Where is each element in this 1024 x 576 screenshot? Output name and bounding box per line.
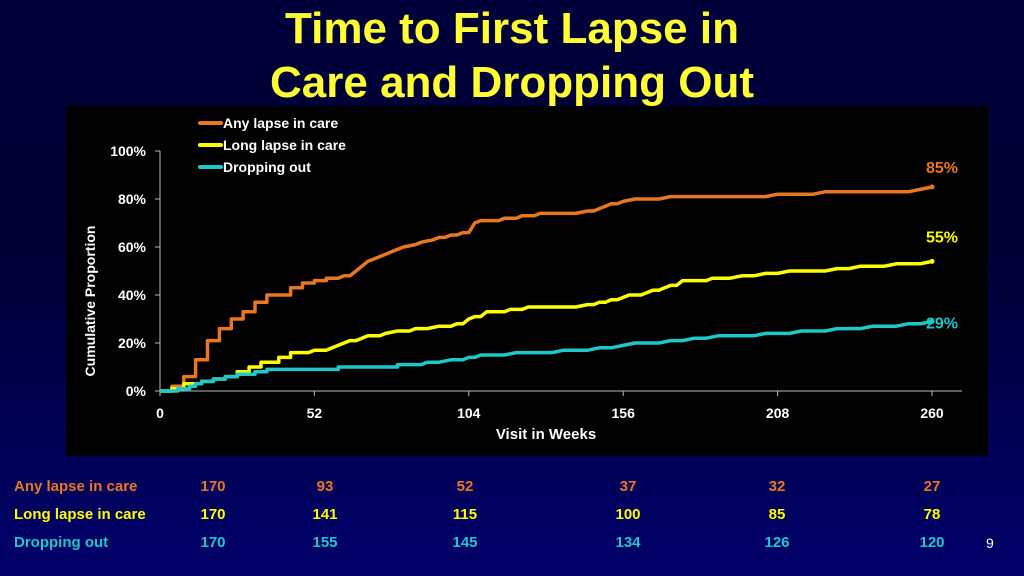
x-axis-label: Visit in Weeks [496, 426, 596, 443]
risk-table-cell: 170 [200, 478, 226, 495]
risk-table-cell: 141 [312, 506, 338, 523]
kaplan-meier-chart: 0% 20% 40% 60% 80% 100% 0 52 104 156 208 260 Visit i… [82, 115, 962, 443]
y-tick-label: 60% [118, 239, 147, 255]
risk-table-cell: 170 [200, 506, 226, 523]
risk-table-row: Any lapse in care 170 93 52 37 32 27 [0, 478, 1024, 502]
y-axis-label: Cumulative Proportion [82, 226, 98, 377]
risk-table-cell: 37 [619, 478, 637, 495]
risk-table-cell: 85 [768, 506, 786, 523]
risk-table-row: Long lapse in care 170 141 115 100 85 78 [0, 506, 1024, 530]
risk-table-cell: 100 [615, 506, 641, 523]
risk-table-cell: 52 [456, 478, 474, 495]
x-tick-label: 260 [920, 405, 944, 421]
legend-label-2: Dropping out [223, 159, 311, 175]
x-tick-label: 208 [766, 405, 790, 421]
x-tick-label: 104 [457, 405, 481, 421]
series-end-point-1 [929, 258, 935, 264]
y-tick-label: 40% [118, 287, 147, 303]
title-line-2: Care and Dropping Out [270, 58, 754, 107]
legend-label-0: Any lapse in care [223, 115, 338, 131]
risk-table: Any lapse in care 170 93 52 37 32 27 Long lapse… [0, 472, 1024, 562]
series-line-2 [160, 319, 933, 393]
x-tick-label: 0 [156, 405, 164, 421]
series-end-point-0 [929, 184, 935, 190]
series-end-label-0: 85% [926, 160, 958, 177]
y-tick-label: 20% [118, 335, 147, 351]
title-line-1: Time to First Lapse in [285, 4, 739, 53]
risk-table-row: Dropping out 170 155 145 134 126 120 [0, 534, 1024, 558]
series-end-label-2: 29% [926, 315, 958, 332]
x-tick-label: 52 [307, 405, 323, 421]
risk-table-row-label: Long lapse in care [14, 506, 146, 523]
risk-table-cell: 120 [919, 534, 945, 551]
series-end-label-1: 55% [926, 229, 958, 246]
series-line-0 [160, 185, 933, 393]
x-tick-label: 156 [612, 405, 636, 421]
risk-table-cell: 170 [200, 534, 226, 551]
y-tick-label: 100% [110, 143, 146, 159]
slide-title: Time to First Lapse in Care and Dropping… [0, 2, 1024, 110]
risk-table-cell: 145 [452, 534, 478, 551]
risk-table-row-label: Dropping out [14, 534, 109, 551]
risk-table-cell: 93 [316, 478, 334, 495]
series-line-1 [160, 259, 933, 393]
risk-table-cell: 134 [615, 534, 641, 551]
risk-table-cell: 32 [768, 478, 786, 495]
y-tick-label: 0% [126, 383, 147, 399]
chart-panel: 0% 20% 40% 60% 80% 100% 0 52 104 156 208 260 Visit i… [66, 106, 988, 456]
risk-table-cell: 78 [923, 506, 941, 523]
page-number: 9 [986, 535, 994, 551]
risk-table-cell: 126 [764, 534, 790, 551]
y-tick-label: 80% [118, 191, 147, 207]
risk-table-cell: 27 [923, 478, 941, 495]
risk-table-cell: 115 [452, 506, 478, 523]
risk-table-row-label: Any lapse in care [14, 478, 138, 495]
series-end-point-2 [929, 318, 935, 324]
risk-table-cell: 155 [312, 534, 338, 551]
legend-label-1: Long lapse in care [223, 137, 346, 153]
